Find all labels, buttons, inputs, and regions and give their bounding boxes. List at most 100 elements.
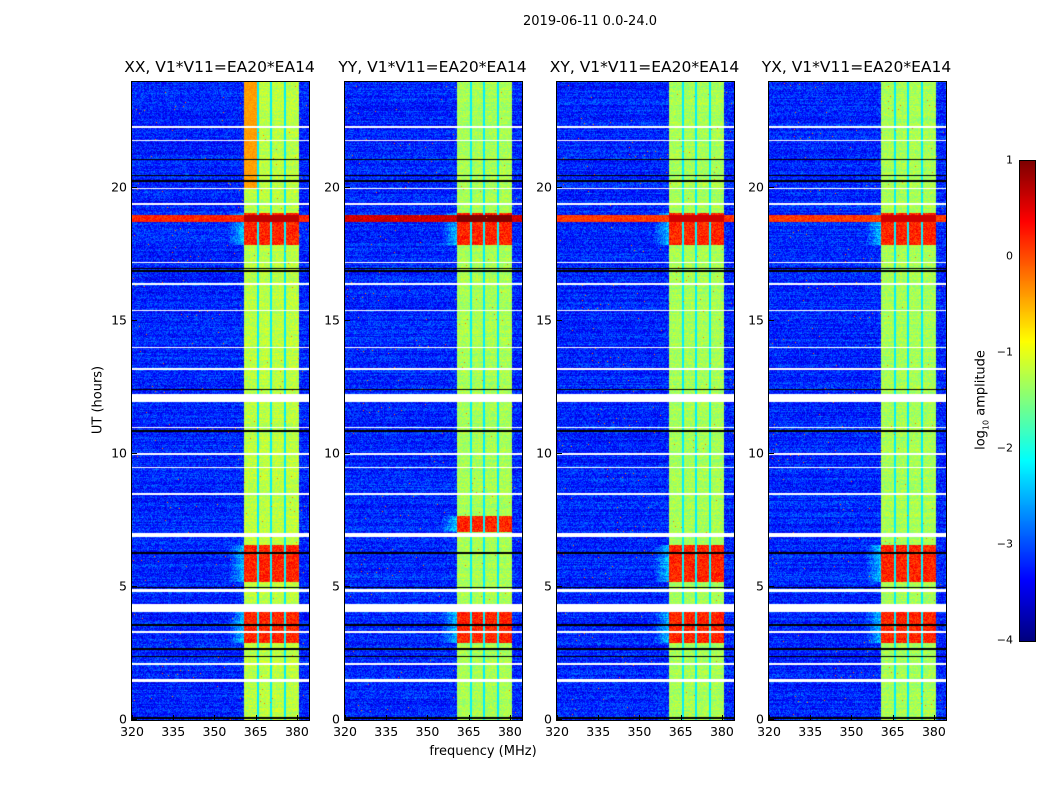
y-tick-label: 10 [536,445,552,461]
panel-title: XY, V1*V11=EA20*EA14 [549,58,740,76]
y-tick-label: 5 [332,578,340,594]
x-tick-label: 350 [627,724,652,739]
y-tick-label: 10 [324,445,340,461]
x-tick-mark [296,715,298,720]
spectrogram-yy [344,81,523,721]
x-axis-label: frequency (MHz) [429,744,537,759]
y-tick-label: 5 [119,578,127,594]
x-tick-mark [557,715,558,720]
y-tick-mark [345,586,350,588]
x-tick-label: 380 [497,724,522,739]
x-tick-label: 380 [284,724,309,739]
x-tick-mark [769,715,770,720]
y-tick-mark [769,719,774,720]
y-tick-mark [557,320,562,322]
colorbar-tick-label: −2 [996,441,1013,455]
x-tick-mark [680,715,682,720]
y-tick-label: 20 [536,179,552,195]
x-tick-mark [509,715,511,720]
y-axis-label: UT (hours) [90,365,106,435]
x-tick-mark [721,715,723,720]
panel-title: YY, V1*V11=EA20*EA14 [338,58,527,76]
x-tick-label: 380 [921,724,946,739]
x-tick-label: 365 [243,724,268,739]
x-tick-mark [214,715,216,720]
y-tick-mark [345,187,350,189]
y-tick-label: 0 [756,711,764,727]
x-tick-mark [132,715,133,720]
x-tick-label: 320 [545,724,569,739]
spectrogram-yx [768,81,947,721]
y-tick-label: 20 [324,179,340,195]
panel-title: XX, V1*V11=EA20*EA14 [124,58,315,76]
x-tick-mark [345,715,346,720]
x-tick-mark [468,715,470,720]
x-tick-label: 335 [161,724,186,739]
x-tick-mark [173,715,175,720]
y-tick-label: 5 [756,578,764,594]
x-tick-mark [255,715,257,720]
y-tick-mark [557,453,562,455]
y-tick-mark [557,187,562,189]
y-tick-mark [345,320,350,322]
x-tick-label: 365 [456,724,481,739]
x-tick-label: 335 [798,724,823,739]
y-tick-mark [345,453,350,455]
x-tick-label: 380 [709,724,734,739]
colorbar-tick-label: −1 [996,345,1013,359]
x-tick-label: 335 [374,724,399,739]
y-tick-mark [769,187,774,189]
y-tick-mark [345,719,350,720]
x-tick-label: 320 [757,724,781,739]
y-tick-mark [132,719,137,720]
colorbar-tick-label: −3 [996,537,1013,551]
y-tick-label: 10 [111,445,127,461]
colorbar-label: log10 amplitude [973,350,991,450]
y-tick-mark [557,719,562,720]
y-tick-mark [132,187,137,189]
y-tick-label: 5 [544,578,552,594]
colorbar [1019,160,1036,642]
x-tick-label: 350 [202,724,227,739]
spectrogram-xy [556,81,735,721]
y-tick-mark [769,586,774,588]
x-tick-mark [598,715,600,720]
x-tick-mark [427,715,429,720]
colorbar-tick-label: 1 [1006,153,1013,167]
x-tick-mark [386,715,388,720]
y-tick-mark [769,453,774,455]
y-tick-mark [132,586,137,588]
colorbar-tick-label: −4 [996,633,1013,647]
y-tick-label: 10 [748,445,764,461]
y-tick-label: 15 [536,312,552,328]
figure-title: 2019-06-11 0.0-24.0 [523,14,657,29]
x-tick-label: 365 [668,724,693,739]
x-tick-mark [639,715,641,720]
y-tick-label: 0 [544,711,552,727]
y-tick-mark [132,453,137,455]
y-tick-mark [557,586,562,588]
panel-title: YX, V1*V11=EA20*EA14 [761,58,952,76]
y-tick-label: 15 [748,312,764,328]
x-tick-label: 350 [415,724,440,739]
x-tick-mark [851,715,853,720]
x-tick-label: 335 [586,724,611,739]
y-tick-label: 20 [748,179,764,195]
y-tick-label: 20 [111,179,127,195]
y-tick-mark [132,320,137,322]
y-tick-label: 0 [119,711,127,727]
x-tick-label: 320 [120,724,144,739]
x-tick-mark [810,715,812,720]
spectrogram-xx [131,81,310,721]
y-tick-label: 15 [111,312,127,328]
y-tick-mark [769,320,774,322]
x-tick-mark [933,715,935,720]
x-tick-mark [892,715,894,720]
x-tick-label: 365 [880,724,905,739]
colorbar-tick-label: 0 [1006,249,1013,263]
y-tick-label: 0 [332,711,340,727]
y-tick-label: 15 [324,312,340,328]
x-tick-label: 350 [839,724,864,739]
x-tick-label: 320 [333,724,357,739]
